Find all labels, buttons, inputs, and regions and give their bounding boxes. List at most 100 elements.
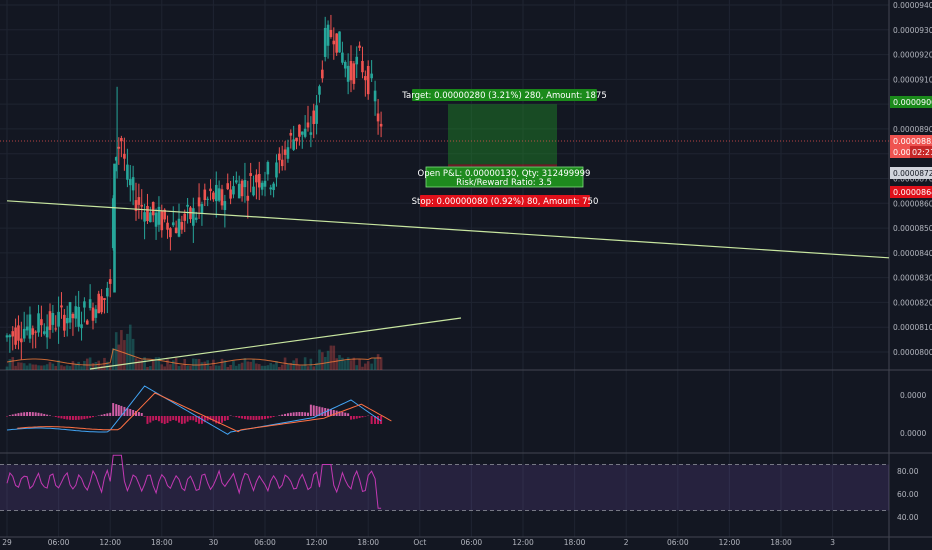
volume-bar xyxy=(146,366,149,370)
candle-body xyxy=(249,173,252,176)
volume-bar xyxy=(25,365,29,370)
volume-bar xyxy=(186,365,189,370)
volume-bar xyxy=(266,365,270,370)
volume-bar xyxy=(11,357,15,370)
macd-histogram-bar xyxy=(178,416,180,423)
candlesticks[interactable] xyxy=(5,14,383,360)
macd-histogram-bar xyxy=(54,416,57,418)
candle-body xyxy=(97,293,101,314)
time-tick-label: 29 xyxy=(2,538,12,547)
volume-bar xyxy=(223,360,227,370)
candle-body xyxy=(131,177,135,191)
volume-bar xyxy=(352,357,356,370)
candle-body xyxy=(88,299,92,308)
candle-body xyxy=(180,222,184,230)
candle-body xyxy=(108,279,112,284)
candle-body xyxy=(48,311,52,330)
pnl-label: Open P&L: 0.00000130, Qty: 312499999Risk… xyxy=(418,166,590,188)
candle-body xyxy=(137,197,141,205)
macd-histogram-bar xyxy=(146,416,149,424)
candle-body xyxy=(278,153,281,161)
macd-histogram-bar xyxy=(309,404,312,416)
macd-histogram-bar xyxy=(8,415,11,416)
volume-bar xyxy=(8,359,12,370)
candle-body xyxy=(11,331,15,337)
macd-histogram-bar xyxy=(258,416,261,420)
macd-histogram-bar xyxy=(163,416,166,424)
volume-bar xyxy=(263,365,267,370)
macd-pane: 0.0000 0.0000 xyxy=(6,385,926,438)
candle-body xyxy=(352,63,356,84)
candle-body xyxy=(329,29,333,37)
candle-body xyxy=(343,61,347,69)
macd-histogram-bar xyxy=(180,416,183,424)
volume-bar xyxy=(34,364,37,370)
volume-bar xyxy=(20,362,23,370)
macd-histogram-bar xyxy=(264,416,266,420)
volume-bar xyxy=(120,330,123,370)
macd-histogram-bar xyxy=(374,416,377,424)
macd-histogram-bar xyxy=(235,416,238,418)
candle-body xyxy=(28,314,32,339)
volume-bar xyxy=(157,357,161,370)
volume-bar xyxy=(151,360,155,370)
volume-bar xyxy=(226,366,230,370)
target-zone xyxy=(448,104,557,165)
volume-bar xyxy=(54,365,58,370)
macd-histogram-bar xyxy=(286,413,289,416)
macd-tick-label: 0.0000 xyxy=(900,429,926,438)
entry-axis-tag-bg xyxy=(890,167,932,179)
macd-histogram-bar xyxy=(246,416,249,420)
volume-bar xyxy=(200,362,204,370)
candle-body xyxy=(169,228,172,238)
candle-body xyxy=(126,164,129,180)
time-tick-label: 06:00 xyxy=(667,538,689,547)
candle-body xyxy=(315,105,318,124)
volume-bar xyxy=(232,360,235,370)
macd-histogram-bar xyxy=(358,416,361,419)
volume-bar xyxy=(341,357,344,370)
countdown-bg xyxy=(910,146,932,158)
macd-histogram-bar xyxy=(312,405,315,416)
volume-bar xyxy=(134,358,138,370)
volume-bar xyxy=(192,358,195,370)
candle-body xyxy=(235,180,238,183)
candle-body xyxy=(83,301,86,308)
macd-histogram-bar xyxy=(83,416,86,420)
macd-histogram-bar xyxy=(215,416,218,424)
candle-body xyxy=(203,189,207,201)
trend-lines[interactable] xyxy=(6,200,890,370)
candle-body xyxy=(223,201,227,211)
candle-body xyxy=(106,287,109,297)
volume-bar xyxy=(280,364,284,370)
macd-histogram-bar xyxy=(106,413,109,416)
candle-body xyxy=(366,65,370,95)
macd-histogram-bar xyxy=(143,416,146,417)
target-label-bg xyxy=(412,89,597,101)
macd-histogram-bar xyxy=(329,409,332,416)
candle-body xyxy=(63,314,66,331)
volume-bar xyxy=(243,357,247,370)
time-axis[interactable]: 29 06:00 12:00 18:00 30 06:00 12:00 18:00 Oct 06:… xyxy=(2,538,835,547)
volume-bar xyxy=(131,338,135,370)
volume-bar xyxy=(338,355,341,370)
volume-bar xyxy=(214,365,218,370)
volume-bar xyxy=(17,362,20,370)
volume-bar xyxy=(169,364,172,370)
rsi-tick-label: 40.00 xyxy=(897,513,919,522)
volume-bar xyxy=(114,332,118,370)
time-tick-label: 18:00 xyxy=(151,538,173,547)
volume-bar xyxy=(278,366,281,370)
candle-body xyxy=(57,311,60,327)
volume-bar xyxy=(260,365,264,370)
macd-histogram-bar xyxy=(301,412,304,416)
position-tool[interactable]: Target: 0.00000280 (3.21%) 280, Amount: … xyxy=(0,89,889,207)
volume-bar xyxy=(126,333,129,370)
macd-histogram-bar xyxy=(172,416,175,421)
candle-body xyxy=(217,188,221,201)
